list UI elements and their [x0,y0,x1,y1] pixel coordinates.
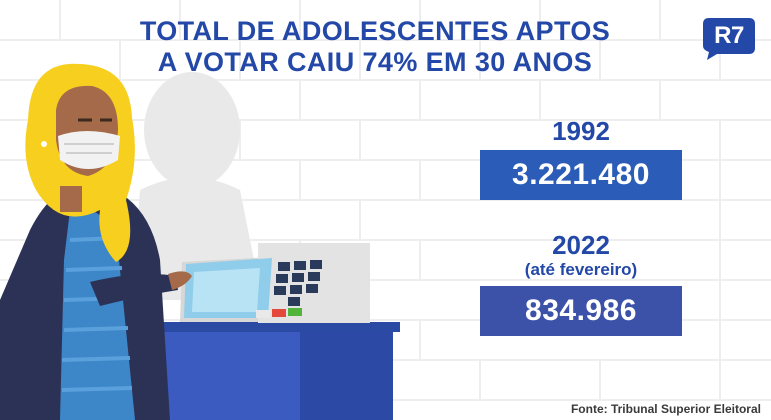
logo-text: R7 [714,22,744,49]
year-label-1992: 1992 [552,116,610,146]
headline: TOTAL DE ADOLESCENTES APTOS A VOTAR CAIU… [120,16,630,78]
value-box-2022: 834.986 [480,286,682,336]
logo-shape [703,18,755,60]
year-label-2022: 2022 [552,230,610,260]
table-top [150,322,400,332]
woman-voter-illustration [0,63,400,420]
headline-line-1: TOTAL DE ADOLESCENTES APTOS [139,16,611,46]
voting-machine-icon [180,243,370,323]
value-box-1992: 3.221.480 [480,150,682,200]
year-note-2022: (até fevereiro) [524,260,638,279]
r7-logo-icon: R7 [703,18,755,60]
woman-figure [0,63,192,420]
source-caption: Fonte: Tribunal Superior Eleitoral [570,402,761,416]
headline-line-2: A VOTAR CAIU 74% EM 30 ANOS [157,47,593,77]
